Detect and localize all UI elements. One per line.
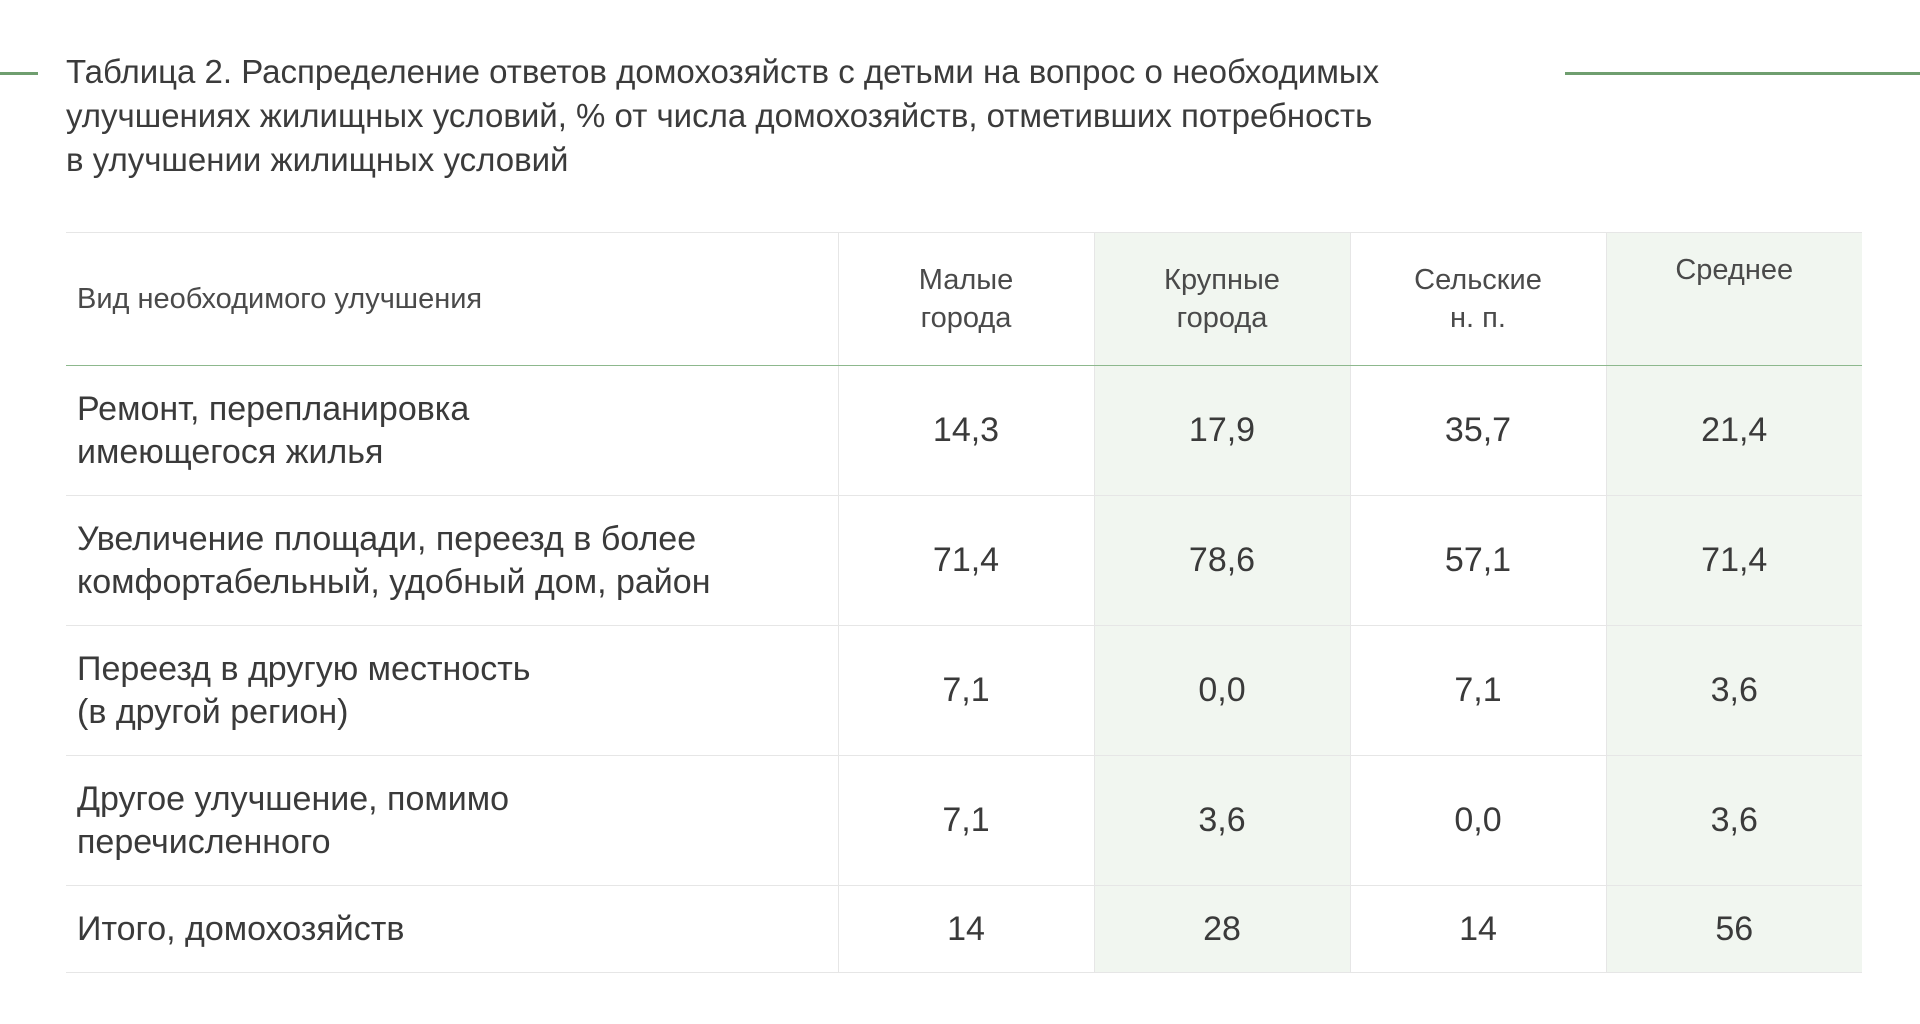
header-text: Крупные [1164, 264, 1280, 296]
header-text: Малые [918, 264, 1014, 296]
title-line: в улучшении жилищных условий [66, 141, 569, 178]
row-label-line: Переезд в другую местность [77, 649, 531, 688]
header-text: города [1176, 302, 1268, 334]
header-row: Вид необходимого улучшения Малые города … [66, 232, 1862, 366]
column-header-rural: Сельские н. п. [1349, 232, 1606, 366]
table-row: Ремонт, перепланировка имеющегося жилья … [66, 365, 1862, 496]
decorative-line-right [1565, 72, 1920, 75]
table-cell: 71,4 [837, 495, 1094, 626]
row-label: Другое улучшение, помимо перечисленного [66, 755, 838, 886]
row-label: Ремонт, перепланировка имеющегося жилья [66, 365, 838, 496]
table-cell: 78,6 [1093, 495, 1350, 626]
table-cell: 28 [1093, 885, 1350, 973]
row-label-line: Итого, домохозяйств [77, 909, 405, 948]
title-line: улучшениях жилищных условий, % от числа … [66, 97, 1373, 134]
table-row: Увеличение площади, переезд в более комф… [66, 495, 1862, 626]
table-title: Таблица 2. Распределение ответов домохоз… [66, 50, 1526, 182]
header-text: Среднее [1675, 254, 1794, 286]
row-label-line: Увеличение площади, переезд в более [77, 519, 697, 558]
table-cell: 14 [1349, 885, 1606, 973]
table-cell: 14 [837, 885, 1094, 973]
table-cell: 7,1 [837, 755, 1094, 886]
title-line: Таблица 2. Распределение ответов домохоз… [66, 53, 1380, 90]
row-label-line: (в другой регион) [77, 692, 349, 731]
table-cell: 21,4 [1605, 365, 1862, 496]
row-label-line: Другое улучшение, помимо [77, 779, 510, 818]
row-label-line: перечисленного [77, 822, 331, 861]
table-cell: 35,7 [1349, 365, 1606, 496]
column-header-type: Вид необходимого улучшения [66, 232, 838, 366]
row-label: Увеличение площади, переезд в более комф… [66, 495, 838, 626]
header-text: н. п. [1450, 302, 1506, 334]
data-table: Вид необходимого улучшения Малые города … [66, 232, 1862, 973]
table-cell: 7,1 [837, 625, 1094, 756]
decorative-line-left [0, 72, 38, 75]
table-cell: 3,6 [1605, 755, 1862, 886]
table-row-total: Итого, домохозяйств 14 28 14 56 [66, 885, 1862, 973]
row-label-line: Ремонт, перепланировка [77, 389, 470, 428]
table-row: Переезд в другую местность (в другой рег… [66, 625, 1862, 756]
table-cell: 0,0 [1093, 625, 1350, 756]
column-header-small-towns: Малые города [837, 232, 1094, 366]
table-cell: 71,4 [1605, 495, 1862, 626]
row-label-line: имеющегося жилья [77, 432, 384, 471]
column-header-large-cities: Крупные города [1093, 232, 1350, 366]
table-cell: 7,1 [1349, 625, 1606, 756]
header-text: Вид необходимого улучшения [77, 283, 483, 315]
table-cell: 0,0 [1349, 755, 1606, 886]
table-cell: 56 [1605, 885, 1862, 973]
header-text: города [920, 302, 1012, 334]
table-cell: 3,6 [1093, 755, 1350, 886]
table-cell: 3,6 [1605, 625, 1862, 756]
table-row: Другое улучшение, помимо перечисленного … [66, 755, 1862, 886]
header-text: Сельские [1414, 264, 1542, 296]
table-cell: 17,9 [1093, 365, 1350, 496]
row-label-line: комфортабельный, удобный дом, район [77, 562, 711, 601]
row-label: Итого, домохозяйств [66, 885, 838, 973]
table-cell: 57,1 [1349, 495, 1606, 626]
table-cell: 14,3 [837, 365, 1094, 496]
column-header-average: Среднее [1605, 232, 1862, 366]
row-label: Переезд в другую местность (в другой рег… [66, 625, 838, 756]
